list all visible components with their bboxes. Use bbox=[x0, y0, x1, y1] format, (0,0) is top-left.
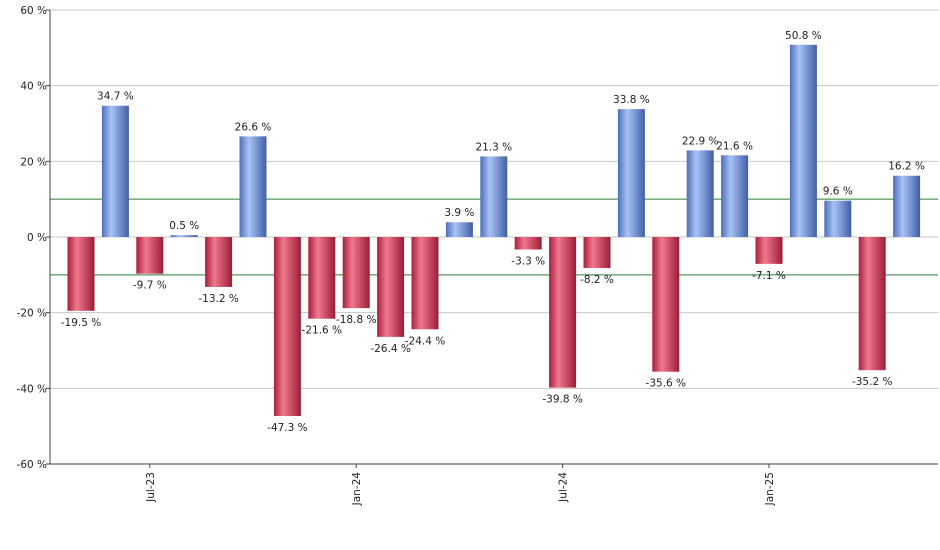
y-tick-label: -20 % bbox=[17, 308, 47, 320]
y-tick-label: 0 % bbox=[27, 232, 47, 244]
bar bbox=[101, 105, 129, 238]
bar bbox=[170, 235, 198, 237]
x-tick-label: Jan-25 bbox=[764, 472, 776, 506]
data-label: 16.2 % bbox=[888, 161, 925, 173]
bar bbox=[480, 156, 508, 237]
data-label: 26.6 % bbox=[235, 121, 272, 133]
y-tick-label: -40 % bbox=[17, 383, 47, 395]
data-label: -35.6 % bbox=[646, 378, 687, 390]
data-label: 22.9 % bbox=[682, 135, 719, 147]
y-tick-label: 40 % bbox=[20, 81, 47, 93]
data-label: -19.5 % bbox=[61, 317, 102, 329]
bar bbox=[205, 237, 233, 287]
bar bbox=[514, 237, 542, 250]
bar bbox=[789, 44, 817, 237]
bar bbox=[721, 155, 749, 237]
bar bbox=[273, 237, 301, 416]
data-label: -7.1 % bbox=[752, 270, 786, 282]
bar bbox=[617, 109, 645, 237]
bar bbox=[445, 222, 473, 237]
data-label: -13.2 % bbox=[198, 293, 239, 305]
axes bbox=[46, 9, 938, 468]
bar bbox=[858, 237, 886, 371]
bar bbox=[239, 136, 267, 237]
bar bbox=[652, 237, 680, 372]
y-tick-labels: 60 % 40 % 20 % 0 % -20 % -40 % -60 % bbox=[17, 5, 47, 471]
bars bbox=[67, 44, 921, 416]
bar bbox=[583, 237, 611, 269]
data-label: -47.3 % bbox=[267, 422, 308, 434]
y-tick-label: 20 % bbox=[20, 156, 47, 168]
data-label: 21.6 % bbox=[716, 140, 753, 152]
bar bbox=[67, 237, 95, 311]
data-label: 3.9 % bbox=[444, 207, 474, 219]
data-label: -8.2 % bbox=[580, 274, 614, 286]
data-label: -35.2 % bbox=[852, 376, 893, 388]
y-tick-label: -60 % bbox=[17, 459, 47, 471]
bar bbox=[549, 237, 577, 388]
data-label: -21.6 % bbox=[302, 325, 343, 337]
bar bbox=[824, 200, 852, 237]
data-label: 21.3 % bbox=[475, 141, 512, 153]
bar bbox=[308, 237, 336, 319]
bar bbox=[136, 237, 164, 274]
x-tick-labels: Jul-23 Jan-24 Jul-24 Jan-25 bbox=[145, 472, 776, 507]
data-label: 34.7 % bbox=[97, 91, 134, 103]
data-label: -39.8 % bbox=[542, 394, 583, 406]
bar bbox=[893, 175, 921, 237]
data-label: -26.4 % bbox=[370, 343, 411, 355]
data-labels: -19.5 % 34.7 % -9.7 % 0.5 % -13.2 % 26.6 % -47… bbox=[61, 30, 925, 434]
data-label: 0.5 % bbox=[169, 220, 199, 232]
x-tick-label: Jul-24 bbox=[558, 472, 570, 503]
data-label: 33.8 % bbox=[613, 94, 650, 106]
data-label: -24.4 % bbox=[405, 335, 446, 347]
bar bbox=[686, 150, 714, 237]
bar bbox=[755, 237, 783, 264]
data-label: -3.3 % bbox=[511, 255, 545, 267]
bar bbox=[377, 237, 405, 337]
y-tick-label: 60 % bbox=[20, 5, 47, 17]
x-tick-label: Jul-23 bbox=[145, 472, 157, 503]
data-label: -9.7 % bbox=[133, 280, 167, 292]
bar bbox=[411, 237, 439, 330]
data-label: 50.8 % bbox=[785, 30, 822, 42]
x-tick-label: Jan-24 bbox=[351, 472, 363, 507]
bar bbox=[342, 237, 370, 309]
data-label: 9.6 % bbox=[823, 186, 853, 198]
data-label: -18.8 % bbox=[336, 314, 377, 326]
